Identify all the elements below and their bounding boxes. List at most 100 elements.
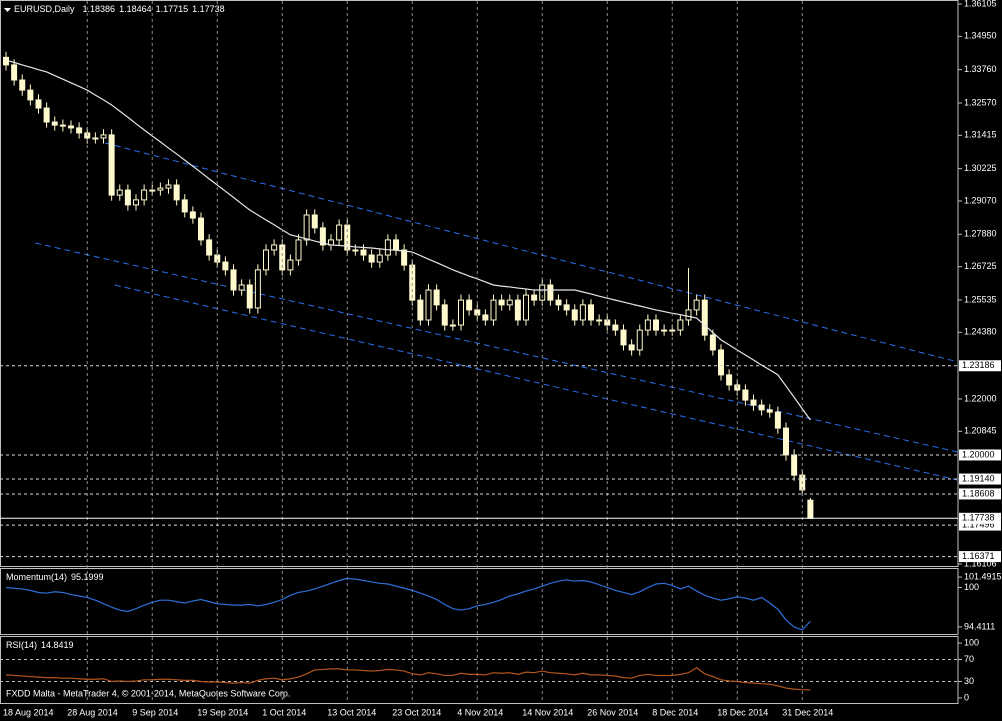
candle-body: [181, 199, 188, 213]
candle-body: [555, 299, 562, 306]
open-price: 1.18386: [83, 4, 116, 14]
candle-body: [368, 254, 375, 263]
candle-body: [774, 411, 781, 429]
rsi-panel-frame: [0, 636, 959, 704]
current-price-box: [959, 512, 1001, 524]
indicator-value: 14.8419: [41, 640, 74, 650]
price-level-label: 1.19140: [962, 473, 995, 483]
candle-body: [718, 349, 724, 376]
main-panel-frame: [0, 0, 959, 567]
indicator-name: RSI(14): [6, 640, 37, 650]
y-tick-label: 1.24380: [964, 327, 997, 337]
trend-line: [35, 242, 958, 453]
candle-body: [157, 187, 164, 191]
y-tick-label: 1.31415: [964, 130, 997, 140]
candle-body: [588, 304, 594, 321]
candle-body: [726, 374, 733, 386]
candle-body: [19, 79, 26, 91]
candle-body: [409, 264, 416, 301]
candle-body: [807, 499, 814, 519]
candle-body: [620, 329, 627, 346]
candle-body: [449, 324, 456, 327]
x-tick-label: 1 Oct 2014: [262, 707, 306, 717]
x-tick-label: 14 Nov 2014: [522, 707, 573, 717]
candle-body: [76, 127, 83, 134]
candle-body: [677, 319, 684, 331]
candle-body: [531, 294, 538, 301]
candle-body: [287, 259, 294, 271]
candle-body: [384, 239, 391, 256]
candle-body: [246, 284, 253, 309]
candle-body: [189, 211, 196, 219]
candle-body: [791, 454, 798, 476]
candle-body: [750, 399, 757, 406]
candle-body: [547, 284, 554, 301]
high-price: 1.18464: [119, 4, 152, 14]
rsi-header: RSI(14) 14.8419: [6, 640, 74, 650]
candle-body: [311, 214, 318, 229]
candle-body: [279, 244, 286, 271]
y-tick-label: 0: [964, 692, 969, 702]
low-price: 1.17715: [156, 4, 189, 14]
candle-body: [514, 299, 521, 321]
price-level-box: [959, 551, 1001, 563]
candle-body: [466, 299, 473, 311]
price-level-label: 1.18608: [962, 488, 995, 498]
candle-body: [612, 324, 619, 331]
candle-body: [596, 319, 603, 322]
y-tick-label: 1.34950: [964, 31, 997, 41]
candle-body: [563, 304, 570, 311]
candle-body: [685, 309, 692, 321]
y-tick-label: 1.25535: [964, 294, 997, 304]
y-tick-label: 1.33760: [964, 64, 997, 74]
candle-body: [319, 227, 326, 246]
candle-body: [303, 214, 310, 241]
candle-body: [11, 64, 18, 81]
candle-body: [693, 299, 700, 311]
x-tick-label: 23 Oct 2014: [392, 707, 441, 717]
candle-body: [758, 404, 765, 411]
candle-body: [35, 99, 42, 109]
candle-body: [352, 249, 359, 252]
y-tick-label: 1.36105: [964, 0, 997, 8]
y-tick-label: 1.20845: [964, 426, 997, 436]
price-level-label: 1.17496: [962, 519, 995, 529]
candle-body: [628, 344, 635, 351]
candle-body: [783, 427, 789, 456]
y-tick-label: 94.4111: [964, 621, 995, 631]
candle-body: [68, 125, 74, 129]
candle-body: [59, 124, 66, 127]
candle-body: [206, 239, 213, 256]
candle-body: [92, 137, 99, 140]
y-tick-label: 1.16106: [964, 558, 997, 568]
y-tick-label: 30: [964, 676, 974, 686]
candle-body: [51, 121, 58, 126]
x-tick-label: 18 Aug 2014: [3, 707, 54, 717]
candle-body: [661, 329, 668, 332]
indicator-line: [5, 577, 811, 631]
main-plot: [3, 51, 958, 519]
candle-body: [490, 299, 497, 321]
candle-body: [523, 294, 529, 321]
candle-body: [417, 299, 424, 321]
candle-body: [263, 249, 269, 271]
candle-body: [653, 319, 659, 331]
candle-body: [295, 239, 302, 261]
candle-body: [571, 309, 578, 321]
candle-body: [482, 314, 489, 321]
candle-body: [669, 329, 676, 332]
candle-body: [498, 299, 505, 306]
close-price: 1.17738: [192, 4, 225, 14]
candle-body: [271, 244, 278, 251]
symbol: EURUSD,Daily: [14, 4, 75, 14]
candle-body: [230, 269, 237, 291]
candle-body: [393, 239, 399, 251]
candle-body: [742, 389, 749, 401]
candle-body: [336, 224, 343, 241]
price-level-label: 1.23186: [962, 360, 995, 370]
candle-body: [376, 254, 383, 263]
x-tick-label: 18 Dec 2014: [717, 707, 768, 717]
price-level-box: [959, 488, 1001, 500]
